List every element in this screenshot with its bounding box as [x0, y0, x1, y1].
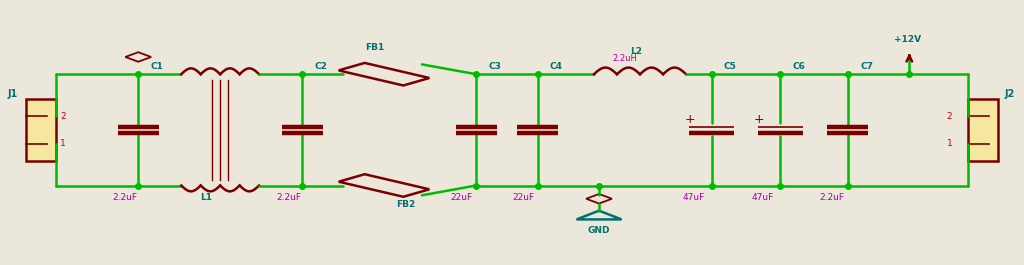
Text: 1: 1	[60, 139, 67, 148]
Text: C2: C2	[314, 62, 328, 71]
Bar	[26, 99, 56, 161]
Text: GND: GND	[588, 226, 610, 235]
Text: +: +	[754, 113, 764, 126]
Text: 22uF: 22uF	[512, 193, 535, 202]
Text: 2.2uF: 2.2uF	[113, 193, 137, 202]
Polygon shape	[339, 63, 429, 86]
Text: 47uF: 47uF	[752, 193, 774, 202]
Polygon shape	[339, 174, 429, 197]
Text: 1: 1	[946, 139, 952, 148]
Text: 47uF: 47uF	[683, 193, 706, 202]
Text: C1: C1	[151, 62, 164, 71]
Bar	[968, 99, 998, 161]
Text: +: +	[685, 113, 695, 126]
Text: L2: L2	[630, 47, 642, 56]
Text: 2: 2	[947, 112, 952, 121]
Text: C7: C7	[860, 62, 873, 71]
Text: 2.2uH: 2.2uH	[612, 55, 637, 64]
Text: FB1: FB1	[366, 43, 385, 52]
Text: 22uF: 22uF	[451, 193, 473, 202]
Text: C5: C5	[724, 62, 737, 71]
Text: FB2: FB2	[396, 200, 416, 209]
Text: C4: C4	[550, 62, 563, 71]
Text: C3: C3	[488, 62, 502, 71]
Text: 2.2uF: 2.2uF	[276, 193, 301, 202]
Text: J1: J1	[7, 89, 17, 99]
Text: 2: 2	[60, 112, 66, 121]
Text: J2: J2	[1005, 89, 1015, 99]
Text: L1: L1	[200, 193, 212, 202]
Text: 2.2uF: 2.2uF	[819, 193, 844, 202]
Text: C6: C6	[793, 62, 806, 71]
Text: +12V: +12V	[894, 36, 921, 45]
